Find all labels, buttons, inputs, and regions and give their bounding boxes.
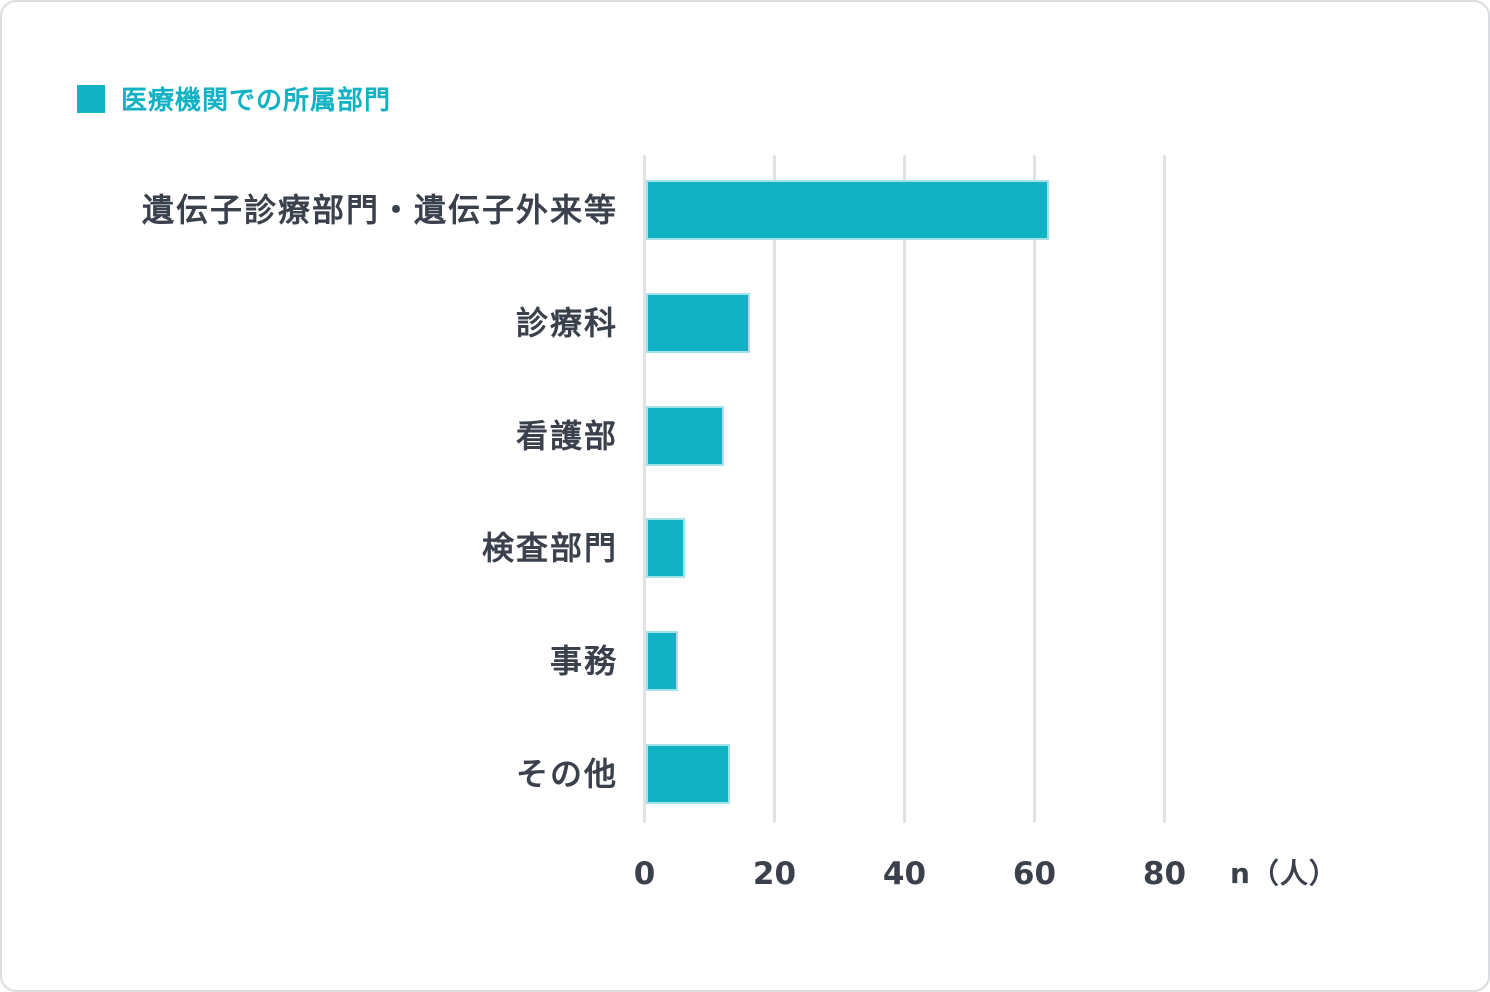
category-label: 看護部 [515, 416, 618, 455]
gridline [773, 155, 776, 823]
chart-title: 医療機関での所属部門 [121, 86, 392, 116]
legend-swatch-icon [77, 84, 105, 113]
gridline [903, 155, 906, 823]
category-label: 診療科 [515, 303, 618, 342]
x-tick-label: 40 [882, 856, 927, 892]
bar [645, 292, 750, 353]
x-tick-label: 20 [752, 856, 797, 892]
bar [645, 405, 724, 466]
category-label: 遺伝子診療部門・遺伝子外来等 [141, 191, 618, 229]
bar [645, 518, 685, 579]
x-tick-label: 80 [1142, 856, 1187, 892]
bar [645, 744, 730, 804]
category-label: 検査部門 [481, 529, 618, 568]
gridline [643, 155, 646, 823]
category-label: その他 [515, 755, 618, 793]
chart-legend: 医療機関での所属部門 [77, 80, 391, 117]
x-axis-unit-label: n（人） [1230, 857, 1338, 890]
gridline [1163, 155, 1166, 823]
gridline [1033, 155, 1036, 823]
bar [645, 631, 678, 692]
bar [645, 180, 1049, 240]
category-label: 事務 [549, 642, 618, 681]
x-tick-label: 0 [633, 856, 656, 892]
x-tick-label: 60 [1012, 856, 1057, 892]
